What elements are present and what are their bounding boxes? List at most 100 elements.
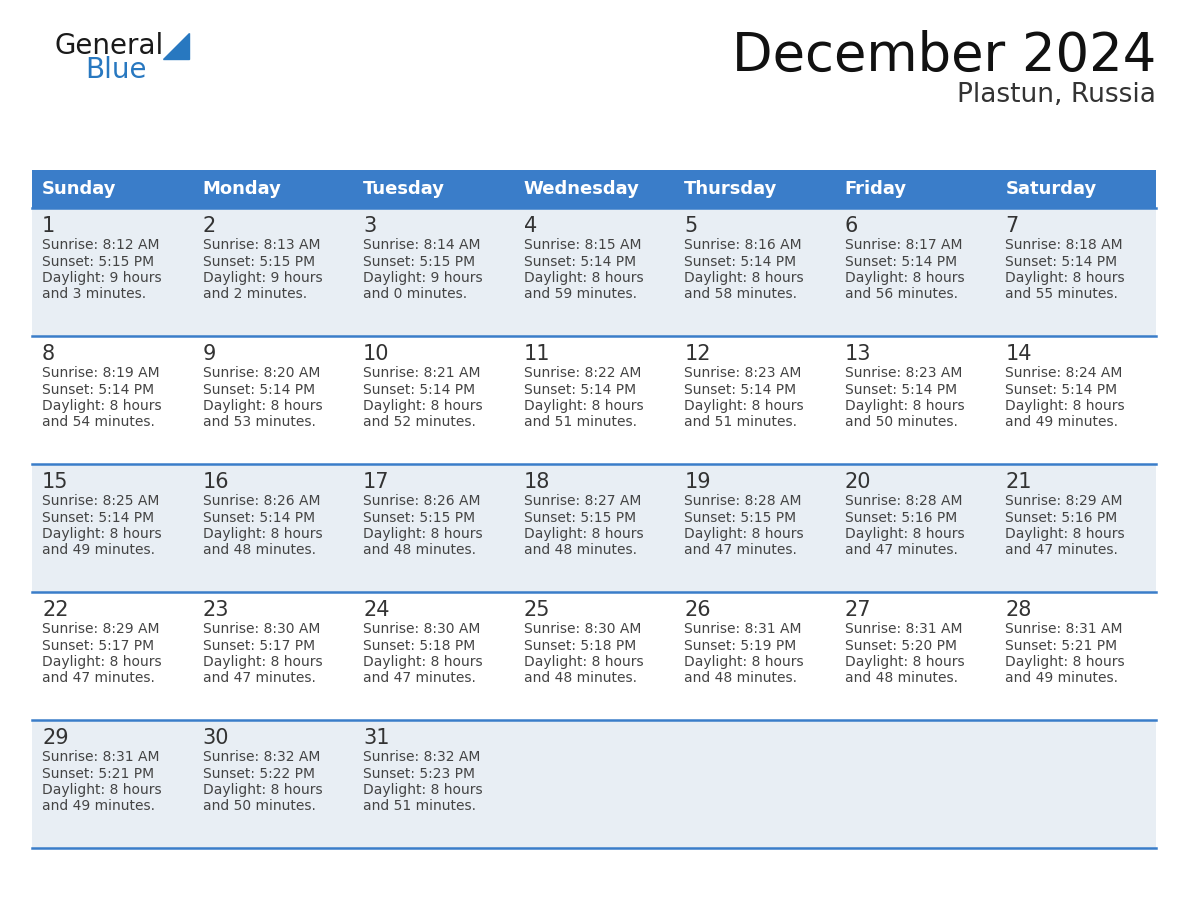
Text: Daylight: 8 hours: Daylight: 8 hours [42, 399, 162, 413]
Text: Sunset: 5:15 PM: Sunset: 5:15 PM [203, 254, 315, 268]
Text: Sunrise: 8:29 AM: Sunrise: 8:29 AM [1005, 494, 1123, 508]
Text: Daylight: 8 hours: Daylight: 8 hours [845, 399, 965, 413]
Text: 18: 18 [524, 472, 550, 492]
Text: Daylight: 8 hours: Daylight: 8 hours [684, 271, 804, 285]
Text: 15: 15 [42, 472, 69, 492]
Text: 25: 25 [524, 600, 550, 620]
Text: Daylight: 8 hours: Daylight: 8 hours [1005, 527, 1125, 541]
Text: Daylight: 8 hours: Daylight: 8 hours [42, 527, 162, 541]
Text: Sunrise: 8:14 AM: Sunrise: 8:14 AM [364, 238, 481, 252]
Text: Daylight: 8 hours: Daylight: 8 hours [203, 783, 322, 797]
Text: and 55 minutes.: and 55 minutes. [1005, 287, 1118, 301]
Text: Sunrise: 8:22 AM: Sunrise: 8:22 AM [524, 366, 642, 380]
Bar [32, 336, 1156, 464]
Text: and 50 minutes.: and 50 minutes. [203, 800, 316, 813]
Text: Friday: Friday [845, 180, 906, 198]
Text: Sunrise: 8:31 AM: Sunrise: 8:31 AM [42, 750, 159, 764]
Text: 4: 4 [524, 216, 537, 236]
Text: Sunrise: 8:19 AM: Sunrise: 8:19 AM [42, 366, 159, 380]
Text: and 47 minutes.: and 47 minutes. [203, 671, 316, 686]
Text: Sunset: 5:23 PM: Sunset: 5:23 PM [364, 767, 475, 780]
Text: Sunrise: 8:25 AM: Sunrise: 8:25 AM [42, 494, 159, 508]
Text: Daylight: 8 hours: Daylight: 8 hours [203, 655, 322, 669]
Text: Daylight: 8 hours: Daylight: 8 hours [845, 271, 965, 285]
Text: Sunset: 5:14 PM: Sunset: 5:14 PM [684, 254, 796, 268]
Text: Sunrise: 8:23 AM: Sunrise: 8:23 AM [845, 366, 962, 380]
Text: General: General [55, 32, 164, 60]
Text: Sunset: 5:14 PM: Sunset: 5:14 PM [845, 254, 958, 268]
Text: Daylight: 8 hours: Daylight: 8 hours [524, 399, 644, 413]
Text: Sunrise: 8:21 AM: Sunrise: 8:21 AM [364, 366, 481, 380]
Text: Sunrise: 8:13 AM: Sunrise: 8:13 AM [203, 238, 320, 252]
Text: 9: 9 [203, 344, 216, 364]
Text: Sunset: 5:14 PM: Sunset: 5:14 PM [524, 254, 636, 268]
Polygon shape [163, 33, 189, 59]
Text: Daylight: 8 hours: Daylight: 8 hours [42, 783, 162, 797]
Text: Sunrise: 8:20 AM: Sunrise: 8:20 AM [203, 366, 320, 380]
Text: Daylight: 8 hours: Daylight: 8 hours [524, 655, 644, 669]
Text: and 0 minutes.: and 0 minutes. [364, 287, 467, 301]
Text: Sunset: 5:20 PM: Sunset: 5:20 PM [845, 639, 956, 653]
Text: Sunset: 5:18 PM: Sunset: 5:18 PM [524, 639, 636, 653]
Text: 27: 27 [845, 600, 871, 620]
Text: 7: 7 [1005, 216, 1018, 236]
Text: Monday: Monday [203, 180, 282, 198]
Text: and 59 minutes.: and 59 minutes. [524, 287, 637, 301]
Text: Daylight: 8 hours: Daylight: 8 hours [1005, 399, 1125, 413]
Text: Sunrise: 8:16 AM: Sunrise: 8:16 AM [684, 238, 802, 252]
Text: 31: 31 [364, 728, 390, 748]
Text: Sunrise: 8:31 AM: Sunrise: 8:31 AM [684, 622, 802, 636]
Text: Daylight: 8 hours: Daylight: 8 hours [524, 527, 644, 541]
Text: and 48 minutes.: and 48 minutes. [845, 671, 958, 686]
Text: Thursday: Thursday [684, 180, 778, 198]
Text: Sunset: 5:14 PM: Sunset: 5:14 PM [203, 383, 315, 397]
Text: Sunset: 5:14 PM: Sunset: 5:14 PM [524, 383, 636, 397]
Text: and 47 minutes.: and 47 minutes. [42, 671, 154, 686]
Text: 20: 20 [845, 472, 871, 492]
Text: December 2024: December 2024 [732, 30, 1156, 82]
Bar [32, 592, 1156, 720]
Text: Daylight: 8 hours: Daylight: 8 hours [364, 783, 482, 797]
Text: Sunset: 5:21 PM: Sunset: 5:21 PM [1005, 639, 1118, 653]
Text: and 51 minutes.: and 51 minutes. [524, 416, 637, 430]
Text: and 53 minutes.: and 53 minutes. [203, 416, 316, 430]
Text: Sunset: 5:16 PM: Sunset: 5:16 PM [845, 510, 958, 524]
Text: 23: 23 [203, 600, 229, 620]
Text: Sunset: 5:14 PM: Sunset: 5:14 PM [42, 383, 154, 397]
Text: Daylight: 8 hours: Daylight: 8 hours [1005, 271, 1125, 285]
Text: and 49 minutes.: and 49 minutes. [1005, 671, 1118, 686]
Text: Daylight: 8 hours: Daylight: 8 hours [845, 527, 965, 541]
Text: Sunrise: 8:15 AM: Sunrise: 8:15 AM [524, 238, 642, 252]
Text: Tuesday: Tuesday [364, 180, 446, 198]
Text: 16: 16 [203, 472, 229, 492]
Text: 11: 11 [524, 344, 550, 364]
Text: 13: 13 [845, 344, 871, 364]
Text: Sunset: 5:18 PM: Sunset: 5:18 PM [364, 639, 475, 653]
Text: and 49 minutes.: and 49 minutes. [42, 543, 154, 557]
Text: Sunrise: 8:32 AM: Sunrise: 8:32 AM [364, 750, 480, 764]
Text: Sunrise: 8:30 AM: Sunrise: 8:30 AM [364, 622, 480, 636]
Text: 10: 10 [364, 344, 390, 364]
Text: Sunrise: 8:28 AM: Sunrise: 8:28 AM [845, 494, 962, 508]
Text: and 54 minutes.: and 54 minutes. [42, 416, 154, 430]
Text: Sunset: 5:14 PM: Sunset: 5:14 PM [1005, 254, 1118, 268]
Text: Daylight: 8 hours: Daylight: 8 hours [684, 399, 804, 413]
Bar [32, 464, 1156, 592]
Text: and 48 minutes.: and 48 minutes. [364, 543, 476, 557]
Text: 21: 21 [1005, 472, 1032, 492]
Text: and 3 minutes.: and 3 minutes. [42, 287, 146, 301]
Text: Daylight: 8 hours: Daylight: 8 hours [684, 527, 804, 541]
Text: Sunrise: 8:29 AM: Sunrise: 8:29 AM [42, 622, 159, 636]
Text: 3: 3 [364, 216, 377, 236]
Bar [32, 720, 1156, 848]
Text: and 47 minutes.: and 47 minutes. [364, 671, 476, 686]
Bar [32, 208, 1156, 336]
Text: 14: 14 [1005, 344, 1032, 364]
Text: Daylight: 8 hours: Daylight: 8 hours [684, 655, 804, 669]
Text: Daylight: 8 hours: Daylight: 8 hours [203, 527, 322, 541]
Text: Wednesday: Wednesday [524, 180, 639, 198]
Text: Sunset: 5:15 PM: Sunset: 5:15 PM [684, 510, 796, 524]
Text: Sunset: 5:15 PM: Sunset: 5:15 PM [42, 254, 154, 268]
Text: Sunset: 5:21 PM: Sunset: 5:21 PM [42, 767, 154, 780]
Text: 24: 24 [364, 600, 390, 620]
